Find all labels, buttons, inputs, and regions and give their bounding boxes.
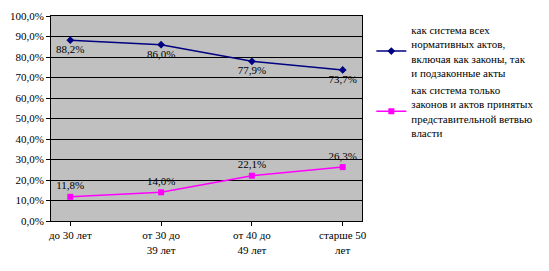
svg-text:30,0%: 30,0% [15, 153, 43, 165]
svg-text:от 40 до49 лет: от 40 до49 лет [233, 229, 271, 255]
svg-text:старше 50лет: старше 50лет [319, 229, 367, 255]
svg-text:50,0%: 50,0% [15, 112, 43, 124]
svg-text:как система толькозаконов и ак: как система толькозаконов и актов принят… [411, 84, 533, 139]
svg-text:0,0%: 0,0% [21, 215, 44, 227]
svg-text:до 30 лет: до 30 лет [49, 229, 92, 241]
svg-text:26,3%: 26,3% [328, 150, 356, 162]
svg-text:88,2%: 88,2% [56, 43, 84, 55]
svg-text:60,0%: 60,0% [15, 92, 43, 104]
svg-text:90,0%: 90,0% [15, 30, 43, 42]
svg-text:73,7%: 73,7% [328, 73, 356, 85]
svg-text:22,1%: 22,1% [238, 158, 266, 170]
svg-text:20,0%: 20,0% [15, 174, 43, 186]
svg-text:14,0%: 14,0% [147, 175, 175, 187]
svg-text:80,0%: 80,0% [15, 51, 43, 63]
svg-text:как система всехнормативных ак: как система всехнормативных актов,включа… [411, 24, 525, 79]
svg-text:86,0%: 86,0% [147, 48, 175, 60]
svg-text:11,8%: 11,8% [56, 179, 84, 191]
svg-text:от 30 до39 лет: от 30 до39 лет [142, 229, 180, 255]
svg-text:100,0%: 100,0% [10, 10, 44, 22]
svg-text:40,0%: 40,0% [15, 133, 43, 145]
svg-text:10,0%: 10,0% [15, 194, 43, 206]
svg-text:77,9%: 77,9% [238, 64, 266, 76]
svg-text:70,0%: 70,0% [15, 71, 43, 83]
